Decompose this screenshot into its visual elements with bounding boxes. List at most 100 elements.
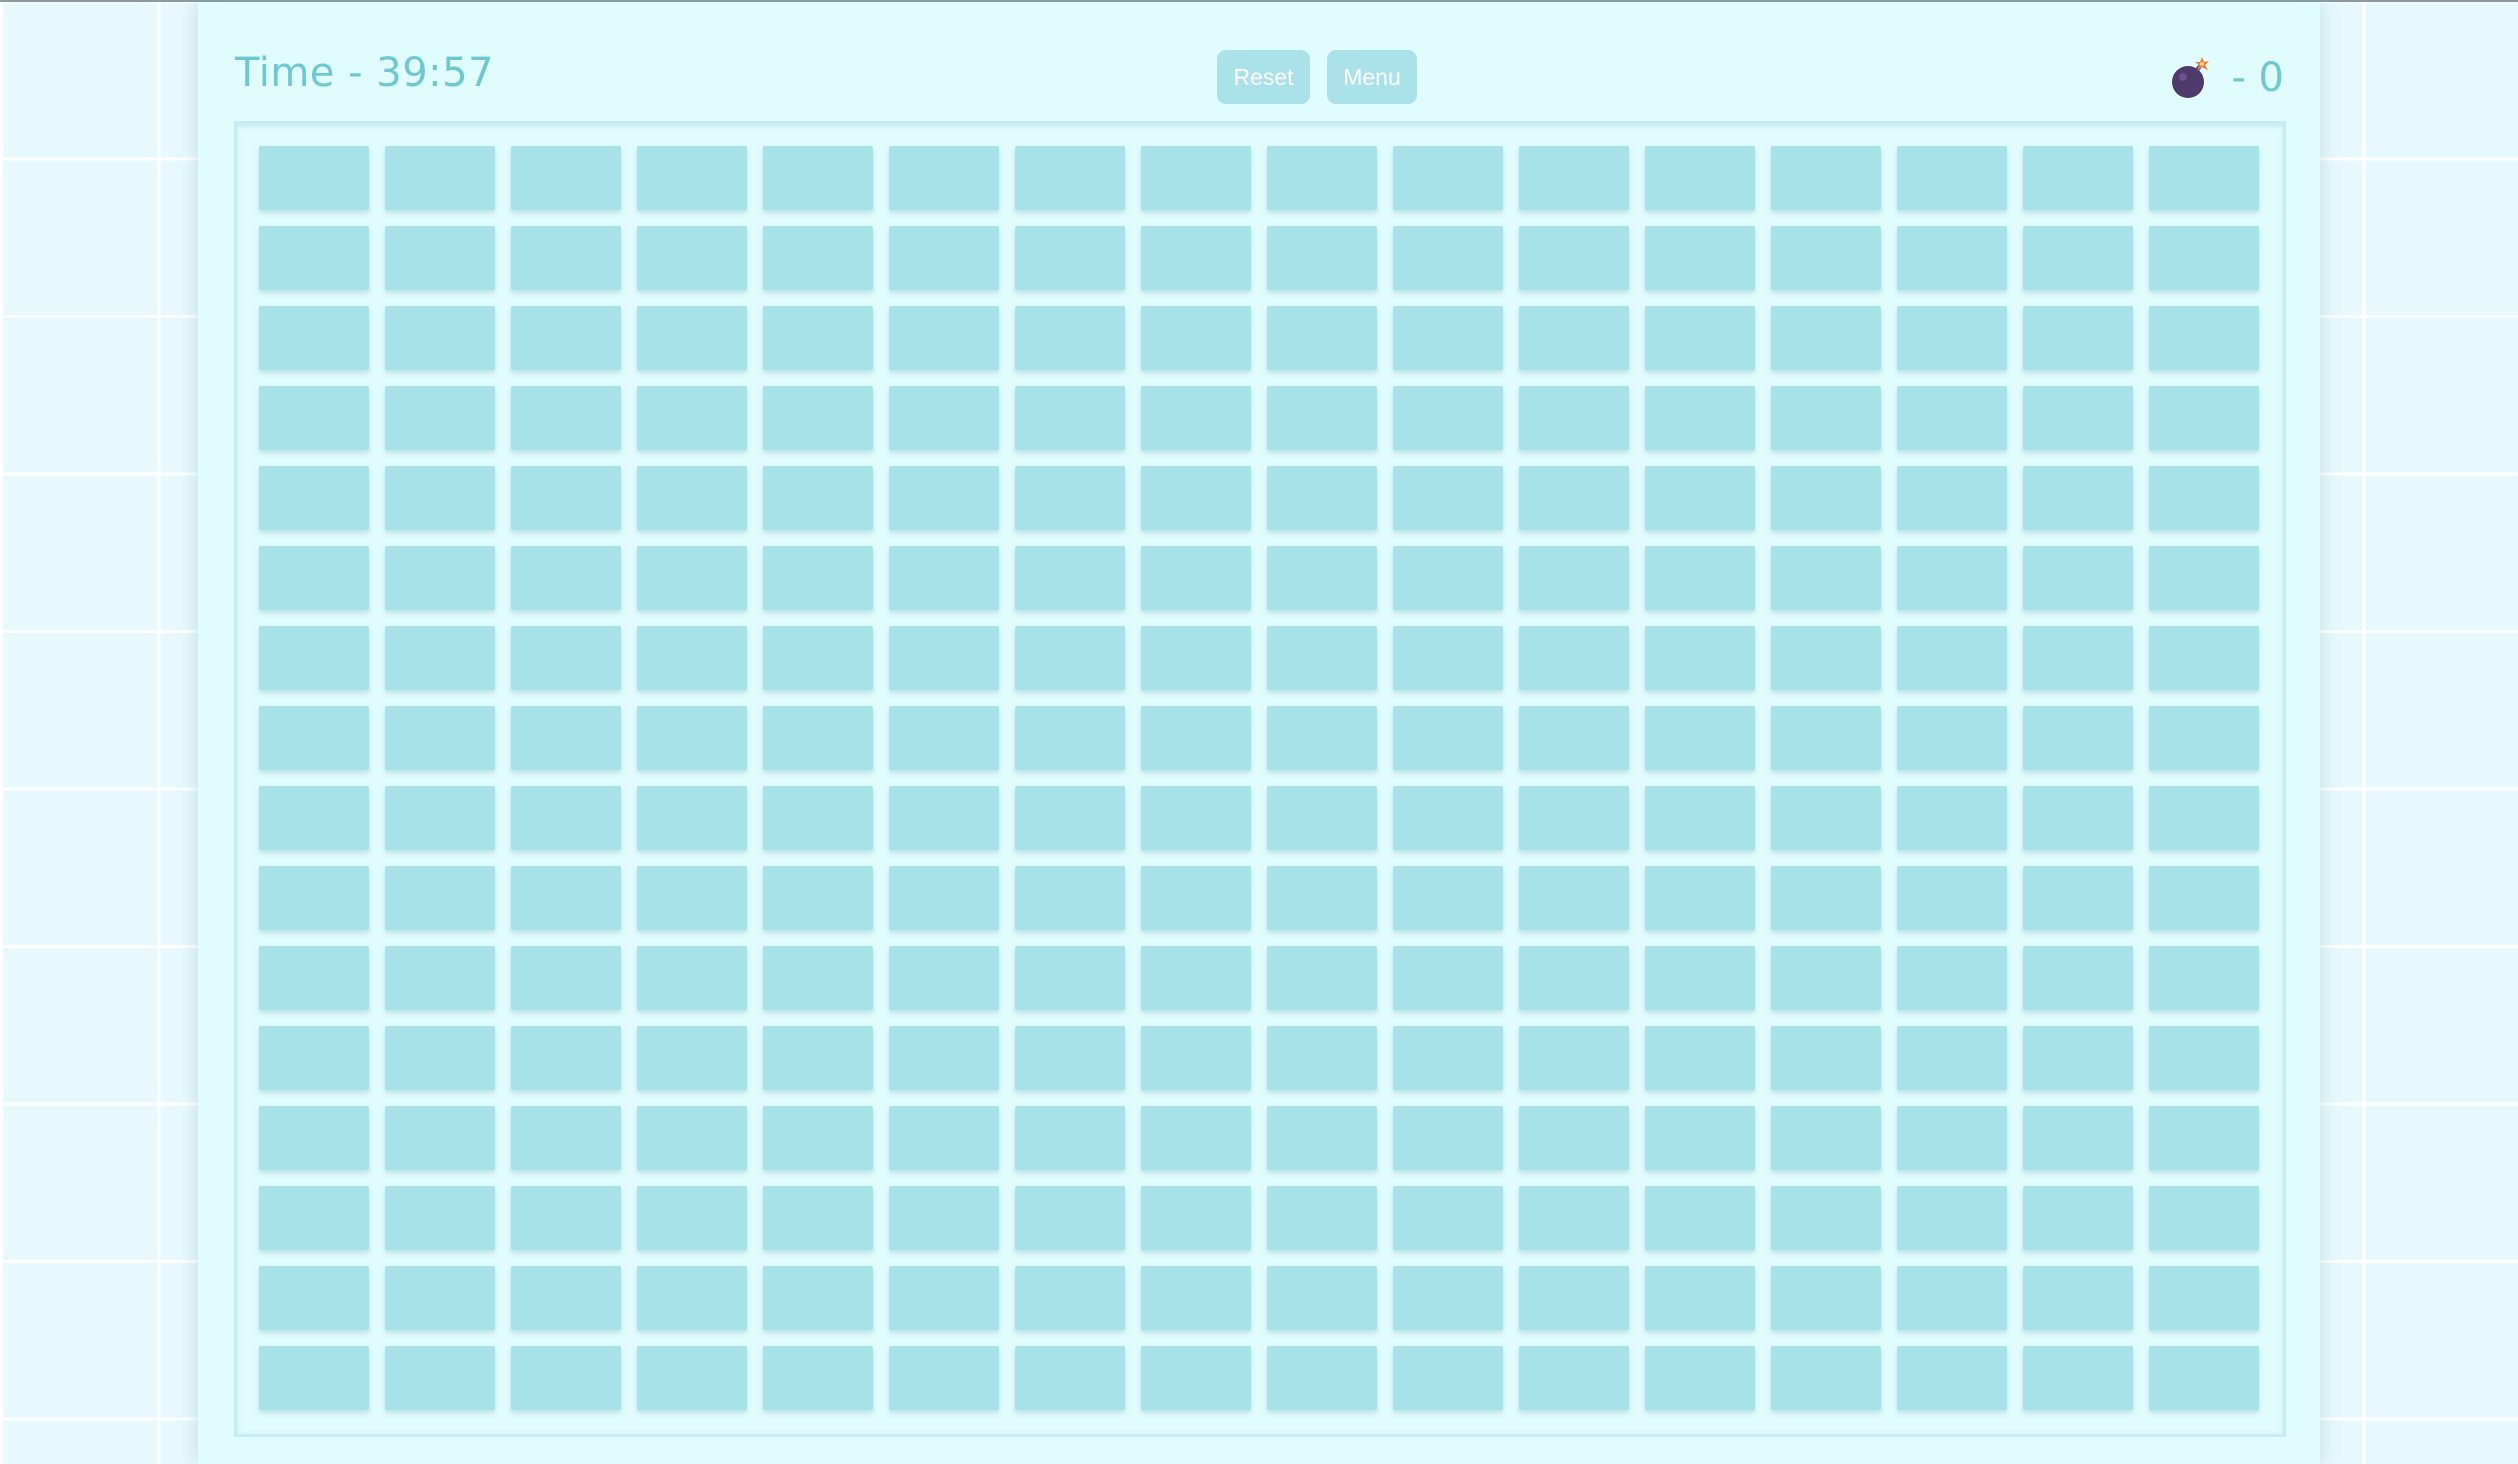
mine-cell[interactable]: [1141, 386, 1251, 450]
mine-cell[interactable]: [1645, 1026, 1755, 1090]
mine-cell[interactable]: [259, 786, 369, 850]
mine-cell[interactable]: [259, 1106, 369, 1170]
mine-cell[interactable]: [2023, 1106, 2133, 1170]
mine-cell[interactable]: [1645, 146, 1755, 210]
mine-cell[interactable]: [1393, 866, 1503, 930]
mine-cell[interactable]: [1771, 1106, 1881, 1170]
mine-cell[interactable]: [1267, 1266, 1377, 1330]
mine-cell[interactable]: [1771, 226, 1881, 290]
mine-cell[interactable]: [1015, 1266, 1125, 1330]
mine-cell[interactable]: [763, 386, 873, 450]
mine-cell[interactable]: [1645, 1106, 1755, 1170]
mine-cell[interactable]: [1015, 626, 1125, 690]
mine-cell[interactable]: [511, 1026, 621, 1090]
mine-cell[interactable]: [1897, 146, 2007, 210]
mine-cell[interactable]: [385, 1106, 495, 1170]
mine-cell[interactable]: [2023, 946, 2133, 1010]
mine-cell[interactable]: [763, 786, 873, 850]
mine-cell[interactable]: [889, 1266, 999, 1330]
mine-cell[interactable]: [1015, 866, 1125, 930]
mine-cell[interactable]: [2149, 306, 2259, 370]
mine-cell[interactable]: [2023, 706, 2133, 770]
mine-cell[interactable]: [511, 866, 621, 930]
mine-cell[interactable]: [637, 1186, 747, 1250]
mine-cell[interactable]: [1771, 786, 1881, 850]
mine-cell[interactable]: [637, 466, 747, 530]
mine-cell[interactable]: [385, 1346, 495, 1410]
mine-cell[interactable]: [2023, 1346, 2133, 1410]
mine-cell[interactable]: [1645, 866, 1755, 930]
mine-cell[interactable]: [259, 1186, 369, 1250]
mine-cell[interactable]: [763, 546, 873, 610]
mine-cell[interactable]: [1141, 946, 1251, 1010]
mine-cell[interactable]: [385, 146, 495, 210]
mine-cell[interactable]: [511, 386, 621, 450]
mine-cell[interactable]: [1897, 226, 2007, 290]
mine-cell[interactable]: [1393, 466, 1503, 530]
mine-cell[interactable]: [1393, 946, 1503, 1010]
mine-cell[interactable]: [889, 866, 999, 930]
mine-cell[interactable]: [1393, 786, 1503, 850]
mine-cell[interactable]: [2149, 1186, 2259, 1250]
mine-cell[interactable]: [1519, 226, 1629, 290]
mine-cell[interactable]: [1519, 1266, 1629, 1330]
mine-cell[interactable]: [385, 946, 495, 1010]
mine-cell[interactable]: [2149, 226, 2259, 290]
mine-cell[interactable]: [763, 146, 873, 210]
mine-cell[interactable]: [511, 1106, 621, 1170]
mine-cell[interactable]: [511, 626, 621, 690]
mine-cell[interactable]: [1141, 706, 1251, 770]
mine-cell[interactable]: [1393, 146, 1503, 210]
mine-cell[interactable]: [259, 146, 369, 210]
mine-cell[interactable]: [1645, 946, 1755, 1010]
mine-cell[interactable]: [1267, 466, 1377, 530]
mine-cell[interactable]: [259, 626, 369, 690]
mine-cell[interactable]: [1897, 866, 2007, 930]
mine-cell[interactable]: [1771, 1266, 1881, 1330]
mine-cell[interactable]: [1015, 146, 1125, 210]
mine-cell[interactable]: [2023, 226, 2133, 290]
mine-cell[interactable]: [511, 706, 621, 770]
mine-cell[interactable]: [1141, 1346, 1251, 1410]
mine-cell[interactable]: [1141, 1106, 1251, 1170]
mine-cell[interactable]: [1015, 546, 1125, 610]
mine-cell[interactable]: [385, 1026, 495, 1090]
mine-cell[interactable]: [1519, 786, 1629, 850]
mine-cell[interactable]: [889, 306, 999, 370]
mine-cell[interactable]: [2149, 786, 2259, 850]
mine-cell[interactable]: [2023, 626, 2133, 690]
mine-cell[interactable]: [385, 386, 495, 450]
mine-cell[interactable]: [2149, 626, 2259, 690]
mine-cell[interactable]: [1897, 1186, 2007, 1250]
mine-cell[interactable]: [1897, 946, 2007, 1010]
mine-cell[interactable]: [2149, 946, 2259, 1010]
mine-cell[interactable]: [259, 1266, 369, 1330]
mine-cell[interactable]: [637, 1346, 747, 1410]
mine-cell[interactable]: [637, 1106, 747, 1170]
mine-cell[interactable]: [2023, 306, 2133, 370]
mine-cell[interactable]: [637, 306, 747, 370]
mine-cell[interactable]: [385, 226, 495, 290]
mine-cell[interactable]: [889, 706, 999, 770]
mine-cell[interactable]: [385, 466, 495, 530]
mine-cell[interactable]: [889, 1106, 999, 1170]
mine-cell[interactable]: [1645, 1186, 1755, 1250]
mine-cell[interactable]: [1519, 146, 1629, 210]
mine-cell[interactable]: [1519, 866, 1629, 930]
mine-cell[interactable]: [1267, 706, 1377, 770]
mine-cell[interactable]: [2023, 1026, 2133, 1090]
mine-cell[interactable]: [385, 1266, 495, 1330]
mine-cell[interactable]: [1015, 226, 1125, 290]
mine-cell[interactable]: [763, 866, 873, 930]
mine-cell[interactable]: [1519, 466, 1629, 530]
mine-cell[interactable]: [1645, 1346, 1755, 1410]
mine-cell[interactable]: [1897, 1266, 2007, 1330]
mine-cell[interactable]: [637, 226, 747, 290]
mine-cell[interactable]: [511, 146, 621, 210]
mine-cell[interactable]: [1141, 466, 1251, 530]
mine-cell[interactable]: [2149, 146, 2259, 210]
mine-cell[interactable]: [1519, 1026, 1629, 1090]
mine-cell[interactable]: [1897, 1106, 2007, 1170]
mine-cell[interactable]: [1267, 386, 1377, 450]
mine-cell[interactable]: [1141, 1186, 1251, 1250]
